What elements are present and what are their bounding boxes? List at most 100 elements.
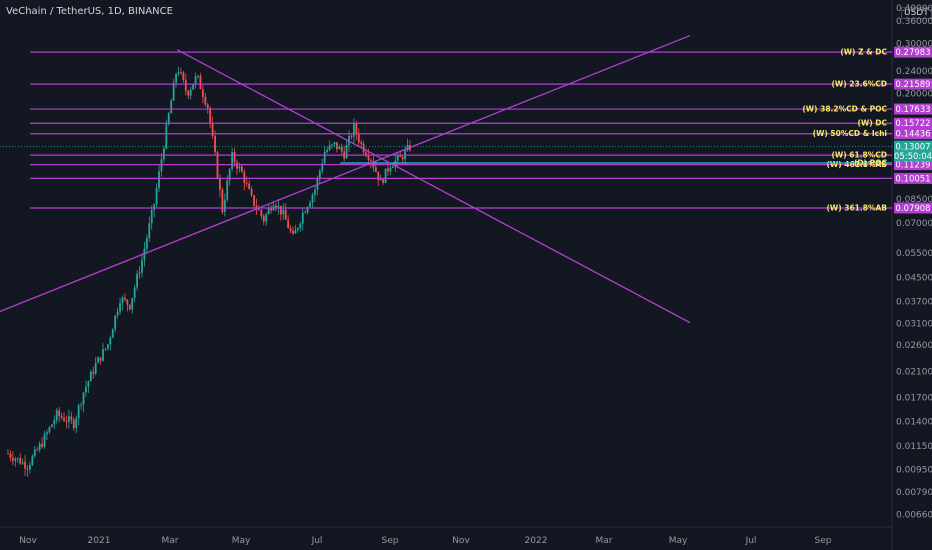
level-price-value: 0.11239 <box>895 161 930 171</box>
candle-body <box>370 160 372 162</box>
level-label: (W) 50%CD & Ichi <box>813 129 887 138</box>
price-axis-tick: 0.04500 <box>896 274 932 284</box>
candle-body <box>133 287 136 298</box>
price-axis-tick: 0.30000 <box>896 40 932 50</box>
candle-body <box>121 297 124 304</box>
candle-body <box>262 215 265 222</box>
time-axis-tick: Jul <box>311 536 323 546</box>
price-axis-tick: 0.03100 <box>896 319 932 329</box>
price-axis-tick: 0.01400 <box>896 418 932 428</box>
candle-body <box>199 75 202 90</box>
candle-body <box>318 170 321 179</box>
candle-body <box>29 464 31 470</box>
candle-body <box>265 214 268 222</box>
candle-body <box>145 238 148 249</box>
candle-body <box>294 229 297 234</box>
candle-body <box>46 432 48 435</box>
level-label: (W) 361.8%AB <box>827 203 888 212</box>
candle-body <box>279 205 282 215</box>
candle-body <box>209 108 212 124</box>
level-price-tag <box>894 46 932 58</box>
candle-body <box>238 166 241 169</box>
time-axis-tick: Sep <box>815 536 832 546</box>
candle-body <box>223 199 226 212</box>
candle-body <box>85 386 87 393</box>
candle-body <box>396 155 399 161</box>
time-axis-tick: 2022 <box>525 536 548 546</box>
candle-body <box>236 162 238 169</box>
price-axis-tick: 0.24000 <box>896 67 932 77</box>
candle-body <box>65 421 68 422</box>
candle-body <box>314 189 316 195</box>
poc-label: (D) POC <box>854 159 888 168</box>
candle-body <box>158 171 160 189</box>
time-axis-tick: Mar <box>162 536 179 546</box>
candle-body <box>106 344 109 349</box>
candle-body <box>306 207 309 213</box>
price-axis-tick: 0.00660 <box>896 510 932 520</box>
candle-body <box>184 80 187 91</box>
candle-body <box>362 143 365 153</box>
candle-body <box>136 273 139 288</box>
time-axis-tick: Sep <box>382 536 399 546</box>
candle-body <box>374 167 377 172</box>
candle-body <box>141 259 143 273</box>
level-price-tag <box>894 159 932 171</box>
candle-body <box>116 311 119 316</box>
candle-body <box>48 427 51 433</box>
candle-body <box>389 167 392 172</box>
candle-body <box>126 299 129 305</box>
time-axis-tick: Nov <box>452 536 470 546</box>
candle-body <box>119 303 121 312</box>
candle-body <box>333 142 336 145</box>
candle-body <box>211 123 214 137</box>
candle-body <box>253 195 255 206</box>
candle-body <box>99 357 102 361</box>
candle-body <box>189 89 192 96</box>
levels-group: (W) Z & DC (W) 23.6%CD (W) 38.2%CD & POC (W… <box>0 48 892 212</box>
candle-body <box>355 123 358 135</box>
currency-unit-label[interactable]: USDT <box>901 7 932 19</box>
candle-body <box>38 443 41 450</box>
candle-body <box>233 152 236 163</box>
candle-body <box>311 194 314 203</box>
candle-body <box>357 134 360 143</box>
candle-body <box>128 304 131 310</box>
candle-body <box>267 208 270 215</box>
candle-body <box>53 420 56 425</box>
chart-title: VeChain / TetherUS, 1D, BINANCE <box>6 6 173 17</box>
candle-body <box>365 152 367 156</box>
candle-body <box>50 424 53 428</box>
level-price-tag <box>894 172 932 184</box>
price-axis-tick: 0.07000 <box>896 219 932 229</box>
candle-body <box>353 123 355 137</box>
candle-body <box>177 72 180 75</box>
price-axis-tick: 0.02100 <box>896 368 932 378</box>
price-axis-tick: 0.36000 <box>896 17 932 27</box>
candle-body <box>7 453 9 455</box>
candle-body <box>36 449 39 451</box>
candle-body <box>260 210 263 216</box>
candle-body <box>60 415 63 418</box>
price-axis-tick: 0.01150 <box>896 442 932 452</box>
level-label: (W) 23.6%CD <box>832 80 888 89</box>
candle-body <box>41 443 44 447</box>
candle-body <box>304 212 307 214</box>
candle-body <box>201 89 204 97</box>
candle-body <box>102 349 104 361</box>
candle-body <box>299 223 302 228</box>
candle-body <box>284 209 287 220</box>
price-axis-tick: 0.05500 <box>896 249 932 259</box>
candle-body <box>406 145 409 151</box>
candle-body <box>111 329 114 338</box>
candle-body <box>248 183 251 190</box>
candle-body <box>70 416 73 420</box>
candle-body <box>153 204 156 211</box>
candle-body <box>258 208 260 211</box>
price-axis-tick: 0.40000 <box>896 4 932 14</box>
candle-body <box>89 371 92 382</box>
time-axis[interactable]: Nov 2021 Mar May Jul Sep Nov 2022 Mar May Jul Sep <box>19 536 832 546</box>
candle-body <box>328 145 331 150</box>
candle-body <box>309 202 311 208</box>
